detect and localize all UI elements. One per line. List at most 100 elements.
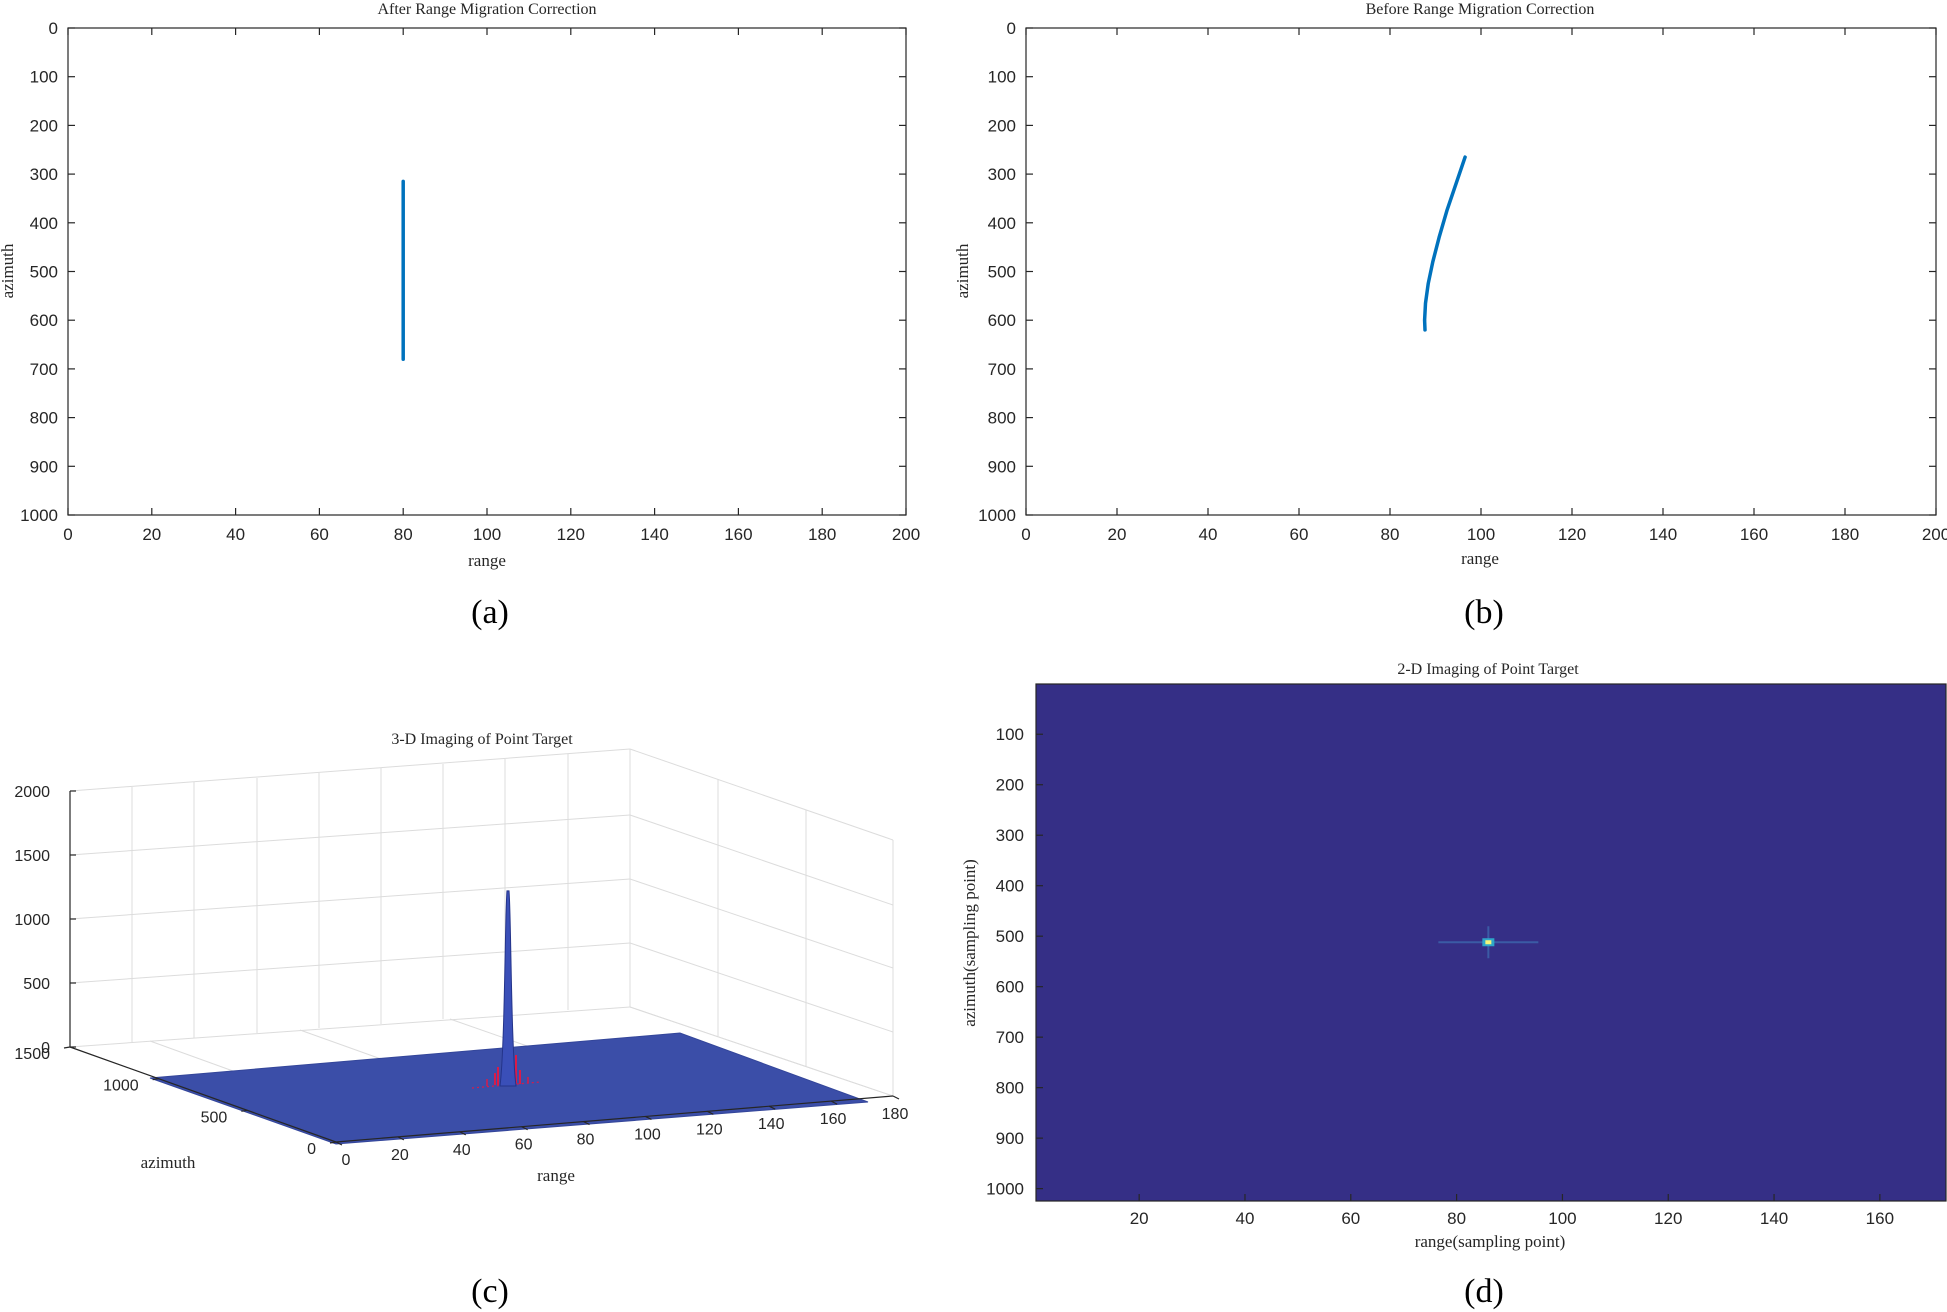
panel-c-range-tick-label: 40 bbox=[453, 1142, 471, 1159]
panel-a-ytick-label: 600 bbox=[30, 311, 58, 330]
panel-b-ytick-label: 100 bbox=[988, 68, 1016, 87]
panel-b: Before Range Migration Correction 0 20 40 6… bbox=[953, 1, 1947, 631]
panel-d-ytick-label: 200 bbox=[996, 776, 1024, 795]
panel-b-caption: (b) bbox=[1464, 594, 1504, 631]
panel-c-front-edge-right bbox=[335, 1095, 894, 1143]
panel-c-range-tick-label: 160 bbox=[820, 1111, 847, 1128]
panel-a-xtick-label: 180 bbox=[808, 525, 836, 544]
panel-d-ytick-label: 500 bbox=[996, 927, 1024, 946]
panel-d-ytick-label: 600 bbox=[996, 978, 1024, 997]
panel-d-xtick-label: 100 bbox=[1548, 1209, 1576, 1228]
panel-b-ticks: 0 20 40 60 80 100 120 140 160 180 200 0 100 200 300 400… bbox=[978, 19, 1947, 544]
panel-d-ytick-label: 1000 bbox=[986, 1180, 1024, 1199]
panel-a-ylabel: azimuth bbox=[0, 243, 17, 298]
panel-d-ytick-label: 700 bbox=[996, 1028, 1024, 1047]
panel-b-ytick-label: 800 bbox=[988, 409, 1016, 428]
panel-d: 2-D Imaging of Point Target 20 40 60 80 100 1… bbox=[960, 661, 1947, 1310]
panel-c-range-tick-label: 100 bbox=[634, 1126, 661, 1143]
panel-b-xtick-label: 140 bbox=[1649, 525, 1677, 544]
panel-c-range-tick-label: 60 bbox=[515, 1137, 533, 1154]
panel-a-xlabel: range bbox=[468, 551, 506, 570]
panel-d-xtick-label: 20 bbox=[1130, 1209, 1149, 1228]
panel-c-range-tick-label: 180 bbox=[882, 1106, 909, 1123]
panel-a-axes-frame bbox=[67, 27, 907, 516]
panel-a-ytick-label: 700 bbox=[30, 360, 58, 379]
panel-c-azimuth-tick-mark bbox=[63, 1046, 71, 1049]
panel-d-ytick-label: 400 bbox=[996, 877, 1024, 896]
panel-b-xtick-label: 200 bbox=[1922, 525, 1947, 544]
panel-c-sidelobes bbox=[471, 1055, 541, 1089]
panel-d-xtick-label: 40 bbox=[1236, 1209, 1255, 1228]
panel-a-xtick-label: 40 bbox=[226, 525, 245, 544]
panel-c-front-edge-left bbox=[69, 1046, 337, 1143]
panel-b-title: Before Range Migration Correction bbox=[1366, 1, 1595, 18]
panel-d-xtick-label: 60 bbox=[1341, 1209, 1360, 1228]
panel-c-ztick-label: 1500 bbox=[14, 848, 50, 865]
panel-c-range-tick-mark bbox=[830, 1100, 838, 1105]
panel-d-ticks: 20 40 60 80 100 120 140 160 100 200 300 400 500 600 70… bbox=[986, 725, 1894, 1228]
panel-b-xtick-label: 160 bbox=[1740, 525, 1768, 544]
panel-d-axes-frame bbox=[1035, 683, 1947, 1202]
panel-a-xtick-label: 140 bbox=[640, 525, 668, 544]
panel-b-ytick-label: 400 bbox=[988, 214, 1016, 233]
panel-d-ytick-label: 800 bbox=[996, 1079, 1024, 1098]
panel-d-peak bbox=[1438, 926, 1539, 959]
panel-d-caption: (d) bbox=[1464, 1273, 1504, 1310]
panel-b-ytick-label: 0 bbox=[1007, 19, 1016, 38]
panel-c-ztick-label: 1000 bbox=[14, 912, 50, 929]
panel-c-ztick-label: 0 bbox=[41, 1040, 50, 1057]
panel-a-ytick-label: 500 bbox=[30, 263, 58, 282]
panel-a-ytick-label: 900 bbox=[30, 457, 58, 476]
panel-a-caption: (a) bbox=[471, 594, 509, 631]
panel-a-xtick-label: 160 bbox=[724, 525, 752, 544]
panel-b-xlabel: range bbox=[1461, 549, 1499, 568]
panel-b-ytick-label: 600 bbox=[988, 311, 1016, 330]
panel-b-xtick-label: 60 bbox=[1290, 525, 1309, 544]
panel-a-xtick-label: 80 bbox=[394, 525, 413, 544]
panel-a-ticks: 0 20 40 60 80 100 120 140 160 180 200 0 100 200 300 400… bbox=[20, 19, 920, 544]
panel-c-range-tick-mark bbox=[459, 1131, 467, 1136]
panel-b-series-line bbox=[1422, 155, 1467, 332]
panel-b-axes-frame bbox=[1025, 27, 1937, 516]
panel-d-xtick-label: 140 bbox=[1760, 1209, 1788, 1228]
panel-b-xtick-label: 180 bbox=[1831, 525, 1859, 544]
panel-c-range-tick-label: 120 bbox=[696, 1121, 723, 1138]
panel-a-ytick-label: 400 bbox=[30, 214, 58, 233]
panel-c-azimuth-tick-mark bbox=[241, 1109, 248, 1112]
panel-c-ztick-label: 500 bbox=[23, 976, 50, 993]
panel-c-azimuth-tick-label: 500 bbox=[201, 1109, 228, 1126]
panel-a-xtick-label: 0 bbox=[63, 525, 72, 544]
panel-c-ztick-label: 2000 bbox=[14, 784, 50, 801]
panel-c-range-tick-mark bbox=[397, 1136, 405, 1141]
panel-c-range-tick-mark bbox=[707, 1110, 714, 1115]
panel-c-xlabel: range bbox=[537, 1166, 575, 1185]
panel-c-azimuth-tick-label: 0 bbox=[307, 1141, 316, 1158]
panel-c-range-tick-label: 80 bbox=[577, 1132, 595, 1149]
panel-b-ylabel: azimuth bbox=[953, 243, 972, 298]
panel-a-xtick-label: 60 bbox=[310, 525, 329, 544]
panel-c-azimuth-tick-label: 1000 bbox=[103, 1078, 139, 1095]
panel-b-ytick-label: 700 bbox=[988, 360, 1016, 379]
panel-c-range-tick-label: 140 bbox=[758, 1116, 785, 1133]
panel-d-xtick-label: 80 bbox=[1447, 1209, 1466, 1228]
panel-a-title: After Range Migration Correction bbox=[377, 1, 596, 18]
panel-c-range-tick-mark bbox=[768, 1105, 776, 1110]
panel-c-range-tick-mark bbox=[583, 1121, 590, 1126]
panel-a-xtick-label: 120 bbox=[557, 525, 585, 544]
panel-c-range-tick-label: 0 bbox=[342, 1152, 351, 1169]
panel-b-ytick-label: 1000 bbox=[978, 506, 1016, 525]
panel-a-ytick-label: 1000 bbox=[20, 506, 58, 525]
panel-d-title: 2-D Imaging of Point Target bbox=[1397, 661, 1579, 678]
panel-d-ytick-label: 900 bbox=[996, 1129, 1024, 1148]
panel-d-peak-core bbox=[1485, 940, 1492, 945]
panel-b-xtick-label: 80 bbox=[1381, 525, 1400, 544]
panel-c-ylabel: azimuth bbox=[141, 1153, 196, 1172]
panel-c-title: 3-D Imaging of Point Target bbox=[391, 731, 573, 748]
panel-b-xtick-label: 20 bbox=[1108, 525, 1127, 544]
panel-c-azimuth-tick-mark bbox=[152, 1078, 159, 1081]
panel-d-ylabel: azimuth(sampling point) bbox=[960, 859, 979, 1027]
panel-a: After Range Migration Correction 0 20 40 60… bbox=[0, 1, 920, 631]
panel-c-peak bbox=[499, 890, 517, 1087]
panel-c-caption: (c) bbox=[471, 1273, 509, 1310]
